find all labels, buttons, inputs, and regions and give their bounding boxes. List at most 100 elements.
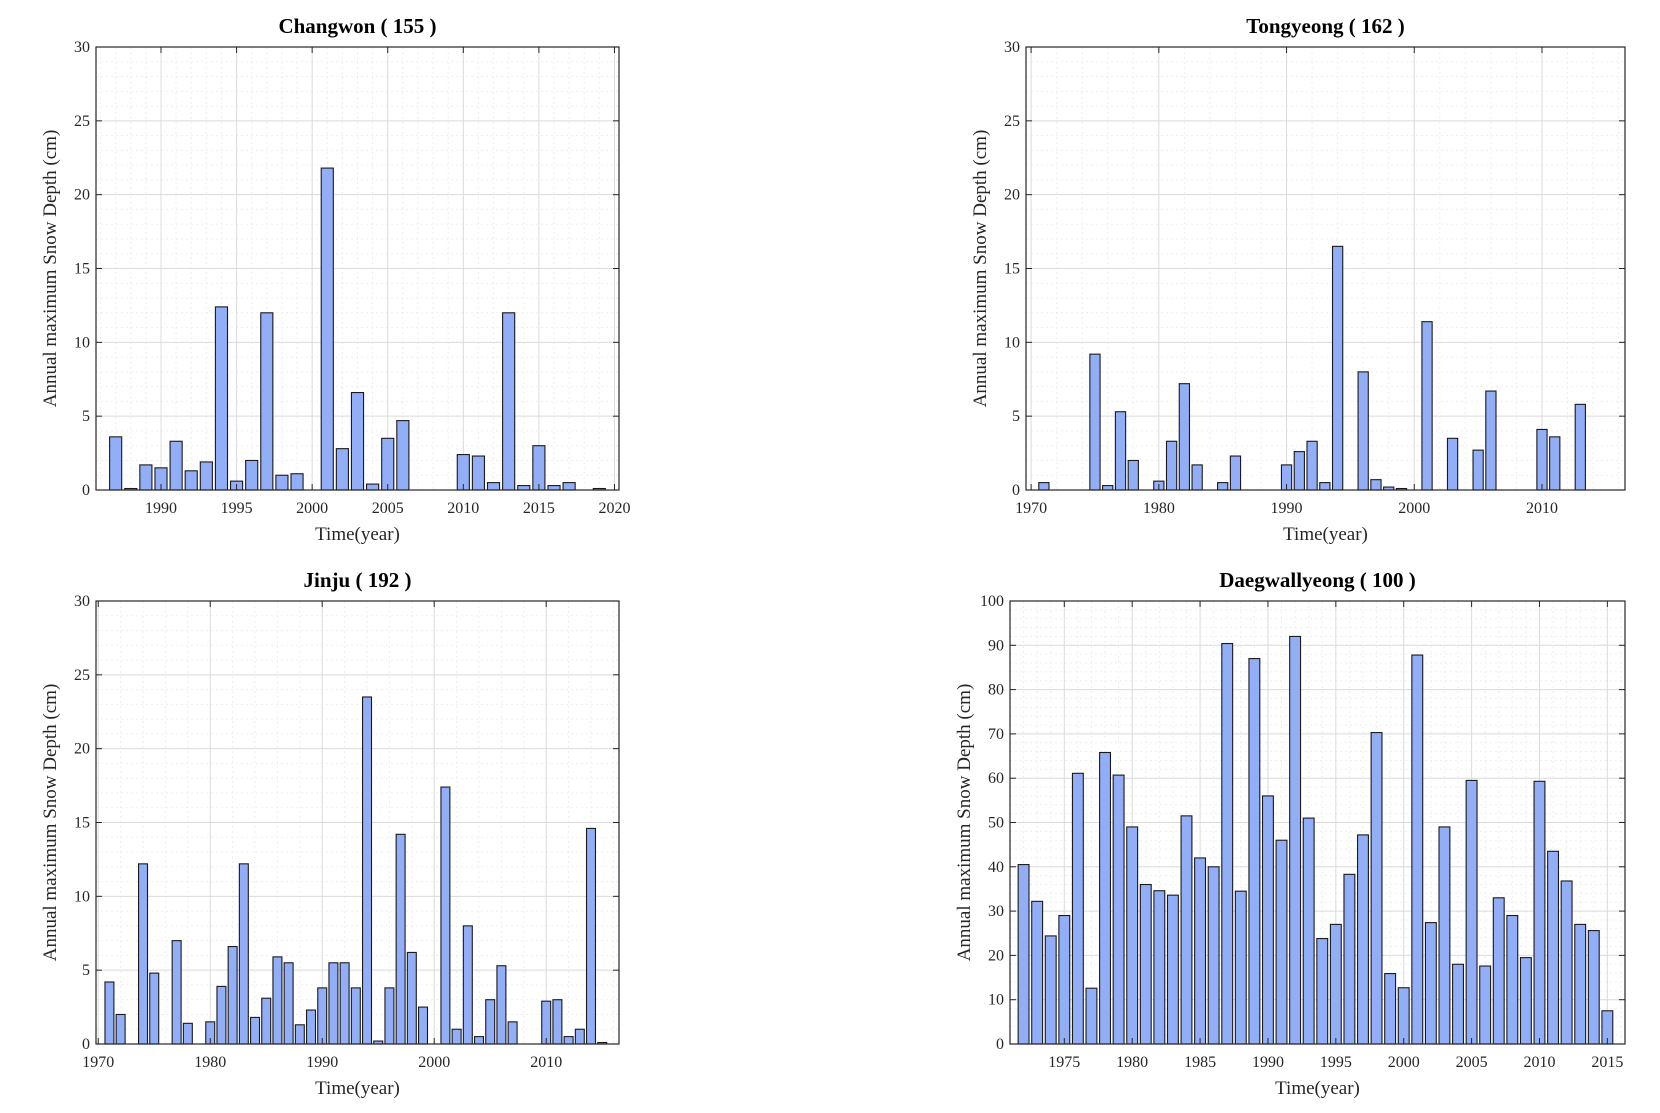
bar: [260, 312, 274, 491]
bar: [1574, 403, 1586, 491]
bar: [366, 483, 380, 491]
bar: [169, 440, 183, 491]
x-tick-label: 2005: [372, 500, 404, 517]
bar: [541, 1000, 552, 1045]
y-tick-label: 15: [74, 815, 90, 832]
bar: [1139, 883, 1152, 1045]
y-axis-label: Annual maximum Snow Depth (cm): [40, 130, 61, 408]
x-tick-label: 1975: [1048, 1054, 1080, 1071]
bar: [552, 999, 563, 1045]
bar: [104, 981, 115, 1045]
bar: [1384, 973, 1397, 1045]
bar: [1099, 751, 1112, 1045]
x-tick-label: 1980: [1143, 500, 1175, 517]
bar: [1166, 894, 1179, 1045]
x-tick-label: 1995: [221, 500, 253, 517]
bar: [1533, 780, 1546, 1045]
bar: [317, 987, 328, 1045]
chart-tongyeong: 0 5 10 15 20 25 30 1970 1980 1990 2000 2010 Tongyeon…: [830, 0, 1660, 554]
x-tick-label: 2015: [523, 500, 555, 517]
x-axis-label: Time(year): [1275, 1078, 1360, 1099]
bar: [486, 482, 501, 491]
x-tick-label: 2010: [1526, 500, 1558, 517]
bar: [1424, 922, 1437, 1045]
x-tick-label: 1980: [1116, 1054, 1148, 1071]
bar: [1316, 938, 1329, 1045]
bar: [1221, 642, 1234, 1045]
bar: [471, 455, 486, 491]
bar: [1178, 383, 1191, 491]
bar: [1071, 772, 1084, 1045]
y-tick-label: 20: [74, 741, 90, 758]
bar: [294, 1024, 305, 1045]
bar: [335, 448, 349, 491]
y-tick-label: 15: [1004, 261, 1020, 278]
bar: [473, 1036, 485, 1045]
bar: [305, 1009, 317, 1045]
bar: [1536, 428, 1548, 491]
x-tick-label: 2010: [447, 500, 479, 517]
bar: [1438, 826, 1451, 1045]
bars: [1038, 245, 1586, 491]
chart-svg: 0 5 10 15 20 25 30 1970 1980 1990 2000 2010 Jinju ( …: [40, 568, 620, 1099]
bar: [1165, 440, 1178, 491]
y-tick-label: 40: [988, 859, 1004, 876]
bar: [1492, 897, 1505, 1045]
bar: [361, 696, 373, 1045]
y-tick-label: 20: [1004, 187, 1020, 204]
bar: [1114, 411, 1127, 491]
x-tick-label: 1980: [194, 1054, 226, 1071]
y-tick-label: 0: [1012, 482, 1020, 499]
y-tick-label: 0: [82, 482, 90, 499]
x-tick-label: 2000: [1388, 1054, 1420, 1071]
bar: [350, 391, 365, 491]
bar: [1549, 436, 1561, 491]
bar: [328, 962, 339, 1045]
y-tick-label: 70: [988, 726, 1004, 743]
x-tick-label: 1990: [1271, 500, 1303, 517]
x-tick-label: 1990: [1252, 1054, 1284, 1071]
bar: [1217, 482, 1229, 491]
bar: [199, 461, 213, 491]
bar: [109, 436, 123, 491]
bar: [1331, 245, 1344, 491]
y-axis-label: Annual maximum Snow Depth (cm): [954, 684, 975, 962]
y-tick-label: 30: [74, 39, 90, 56]
bar: [1089, 353, 1101, 491]
y-tick-label: 90: [988, 637, 1004, 654]
y-tick-label: 30: [1004, 39, 1020, 56]
bar: [238, 863, 249, 1045]
bar: [1370, 479, 1382, 491]
x-tick-label: 2010: [530, 1054, 562, 1071]
y-tick-label: 80: [988, 682, 1004, 699]
bar: [563, 1036, 574, 1045]
bar: [1357, 371, 1369, 491]
bar: [261, 997, 272, 1045]
chart-svg: 0 5 10 15 20 25 30 1970 1980 1990 2000 2010 Tongyeon…: [970, 14, 1626, 545]
y-tick-label: 30: [74, 593, 90, 610]
y-tick-label: 25: [74, 113, 90, 130]
y-tick-label: 20: [988, 947, 1004, 964]
bar: [275, 474, 289, 491]
bar: [1127, 459, 1139, 491]
bar: [381, 437, 395, 491]
y-tick-label: 5: [1012, 408, 1020, 425]
bar: [507, 1021, 518, 1045]
bar: [1302, 817, 1315, 1045]
bar: [1421, 321, 1433, 491]
bar: [1574, 923, 1587, 1045]
bar: [517, 485, 531, 491]
bar: [1519, 957, 1532, 1045]
bar: [1452, 963, 1464, 1045]
chart-svg: 0 5 10 15 20 25 30 1990 1995 2000 2005 2010 2015 2020…: [40, 14, 630, 545]
y-tick-label: 0: [82, 1036, 90, 1053]
bar: [417, 1006, 429, 1045]
chart-title: Jinju ( 192 ): [304, 568, 412, 592]
bar: [562, 482, 576, 491]
bar: [115, 1013, 126, 1045]
y-axis-label: Annual maximum Snow Depth (cm): [40, 684, 61, 962]
x-tick-label: 2000: [1398, 500, 1430, 517]
bars: [109, 167, 606, 491]
y-tick-label: 10: [74, 334, 90, 351]
bar: [272, 956, 283, 1045]
